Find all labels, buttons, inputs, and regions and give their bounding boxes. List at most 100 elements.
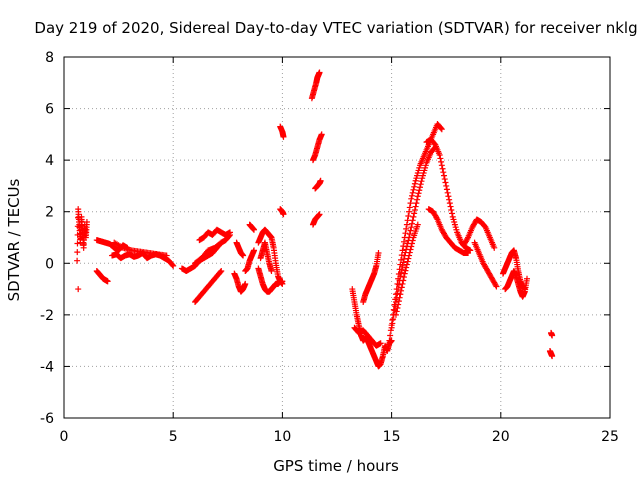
series-arc-21 [309,131,325,164]
data-point [442,179,449,186]
series-arc-29 [392,221,421,318]
axis-ticks [63,56,611,419]
y-tick-label: 8 [45,50,54,66]
data-point [411,206,418,213]
data-point [409,237,416,244]
data-point [400,277,407,284]
data-point [406,252,413,259]
series-arc-04 [93,268,111,285]
data-point [163,252,170,259]
data-point [226,229,233,236]
data-point [403,225,410,232]
data-point [403,221,410,228]
data-point [411,180,418,187]
data-point [268,268,275,275]
series-arc-22 [312,177,324,192]
data-point [218,239,225,246]
data-point [438,158,445,165]
series-arc-17 [257,239,275,275]
data-point [217,240,224,247]
data-point [410,213,417,220]
data-point [549,332,556,339]
data-point [75,286,82,293]
data-point [465,249,472,256]
data-point [444,189,451,196]
data-point [414,196,421,203]
data-point [418,178,425,185]
data-point [549,353,556,360]
data-point [406,208,413,215]
series-arc-33 [471,239,500,290]
series-arc-23 [309,211,323,228]
data-point [436,151,443,158]
data-point [398,269,405,276]
data-point [464,235,471,242]
data-point [398,287,405,294]
data-point [389,320,396,327]
series-arc-26 [360,249,382,305]
data-point [409,189,416,196]
data-point [279,278,286,285]
data-point [446,196,453,203]
data-point [251,247,258,254]
y-tick-label: 4 [45,153,54,169]
chart-title: Day 219 of 2020, Sidereal Day-to-day VTE… [34,19,637,37]
series-arc-09 [196,226,233,244]
series-arc-20 [308,69,323,102]
data-point [402,267,409,274]
data-point [397,291,404,298]
data-point [399,262,406,269]
x-tick-label: 10 [273,429,291,445]
data-point [443,182,450,189]
data-point [415,190,422,197]
series-arc-11 [231,270,249,295]
data-point [408,195,415,202]
data-point [441,176,448,183]
x-tick-label: 25 [601,429,619,445]
data-point [438,125,445,132]
data-point [437,155,444,162]
y-tick-label: 0 [45,256,54,272]
x-axis-tick-labels: 0 5 10 15 20 25 [60,429,619,445]
data-point [83,219,90,226]
data-point [438,162,445,169]
y-axis-label: SDTVAR / TECUs [5,178,23,301]
y-tick-label: 6 [45,102,54,118]
x-axis-label: GPS time / hours [273,457,399,475]
data-point [406,204,413,211]
series-arc-36 [548,329,556,339]
y-tick-label: -6 [40,411,54,427]
data-point [411,183,418,190]
data-point [400,274,407,281]
series-arc-34 [499,247,528,293]
series-arc-01 [74,206,90,264]
data-point [387,332,394,339]
series-arc-31 [425,206,472,256]
data-point [407,246,414,253]
x-tick-label: 0 [60,429,69,445]
data-point [401,270,408,277]
data-point [396,294,403,301]
data-point [443,186,450,193]
data-point [405,213,412,220]
data-point [411,210,418,217]
series-arc-32 [460,216,498,251]
x-tick-label: 5 [169,429,178,445]
series-arc-16 [255,265,286,295]
data-point [408,192,415,199]
data-point [400,238,407,245]
y-tick-label: -4 [40,359,54,375]
data-point [408,224,415,231]
data-point [398,284,405,291]
data-point [388,324,395,331]
data-point [440,169,447,176]
data-point [404,217,411,224]
data-point [402,230,409,237]
data-point [447,203,454,210]
data-point [413,200,420,207]
series-arc-12 [233,239,247,259]
data-point [218,268,225,275]
series-arc-06 [111,239,170,259]
series-arc-10 [192,239,225,267]
